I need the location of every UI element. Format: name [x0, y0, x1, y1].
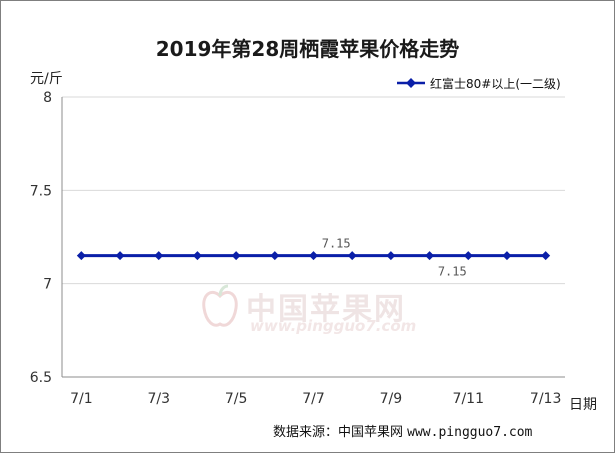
x-tick-label: 7/5	[225, 391, 248, 407]
data-point	[270, 251, 280, 261]
data-point	[154, 251, 164, 261]
legend-line-diamond-icon	[397, 78, 425, 88]
x-tick-label: 7/1	[70, 391, 93, 407]
apple-logo-icon	[202, 284, 238, 327]
data-point	[386, 251, 396, 261]
x-axis-label: 日期	[569, 397, 597, 413]
data-point	[192, 251, 202, 261]
x-tick-label: 7/11	[453, 391, 484, 407]
y-tick-label: 8	[43, 90, 52, 106]
data-point	[76, 251, 86, 261]
data-point	[115, 251, 125, 261]
data-point	[502, 251, 512, 261]
source-note: 数据来源：中国苹果网 www.pingguo7.com	[273, 421, 532, 440]
data-point	[463, 251, 473, 261]
data-point	[347, 251, 357, 261]
x-tick-label: 7/13	[530, 391, 561, 407]
data-label: 7.15	[438, 265, 467, 279]
x-tick-label: 7/7	[302, 391, 325, 407]
data-point	[309, 251, 318, 261]
source-label: 数据来源：中国苹果网	[273, 425, 404, 440]
data-point	[425, 251, 435, 261]
legend: 红富士80#以上(一二级)	[396, 74, 561, 92]
chart-title: 2019年第28周栖霞苹果价格走势	[155, 37, 460, 61]
x-tick-label: 7/3	[147, 391, 170, 407]
data-label: 7.15	[322, 237, 351, 251]
data-point	[541, 251, 551, 261]
data-point	[231, 251, 241, 261]
source-url: www.pingguo7.com	[407, 425, 533, 440]
legend-label: 红富士80#以上(一二级)	[430, 76, 561, 91]
watermark-url: www.pingguo7.com	[250, 317, 417, 335]
y-tick-label: 7.5	[30, 183, 52, 199]
watermark: 中国苹果网 www.pingguo7.com	[200, 284, 430, 344]
watermark-text: 中国苹果网	[246, 292, 406, 327]
x-tick-label: 7/9	[380, 391, 403, 407]
y-tick-label: 6.5	[30, 370, 52, 386]
y-tick-label: 7	[43, 277, 52, 293]
y-axis-label: 元/斤	[30, 71, 63, 87]
